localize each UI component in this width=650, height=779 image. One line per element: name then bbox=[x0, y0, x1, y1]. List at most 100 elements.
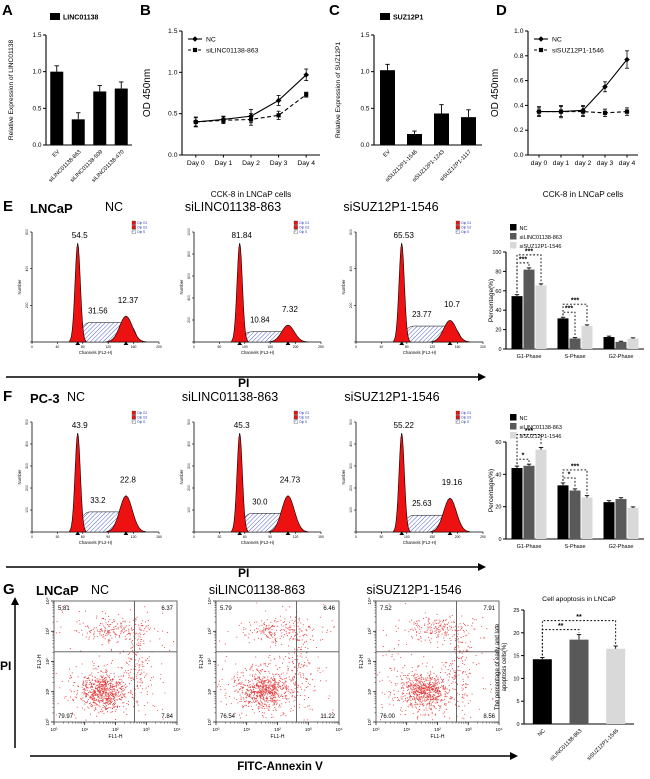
svg-text:1.0: 1.0 bbox=[360, 69, 369, 76]
svg-text:Percentage(%): Percentage(%) bbox=[488, 469, 495, 512]
svg-text:*: * bbox=[568, 471, 571, 478]
svg-text:1.5: 1.5 bbox=[360, 32, 369, 39]
svg-text:30: 30 bbox=[56, 535, 60, 539]
svg-text:0.6: 0.6 bbox=[514, 78, 524, 85]
svg-text:Dip S: Dip S bbox=[137, 420, 145, 424]
svg-text:45.3: 45.3 bbox=[234, 421, 250, 430]
svg-text:10⁰: 10⁰ bbox=[45, 718, 50, 725]
svg-text:Channels (FL2-H): Channels (FL2-H) bbox=[79, 350, 113, 355]
svg-text:250: 250 bbox=[318, 345, 324, 349]
svg-text:Dip G1: Dip G1 bbox=[461, 221, 471, 225]
svg-text:0: 0 bbox=[31, 345, 33, 349]
svg-text:10⁴: 10⁴ bbox=[173, 727, 180, 732]
svg-text:Dip S: Dip S bbox=[299, 230, 307, 234]
svg-text:day 1: day 1 bbox=[553, 160, 570, 167]
svg-text:400: 400 bbox=[187, 295, 191, 301]
svg-text:23.77: 23.77 bbox=[412, 310, 432, 319]
svg-text:10¹: 10¹ bbox=[45, 688, 50, 695]
svg-text:120: 120 bbox=[293, 535, 299, 539]
svg-text:31.56: 31.56 bbox=[88, 307, 108, 316]
svg-text:G2-Phase: G2-Phase bbox=[609, 354, 634, 360]
svg-text:***: *** bbox=[519, 256, 527, 263]
svg-text:10⁰: 10⁰ bbox=[207, 718, 212, 725]
svg-text:0: 0 bbox=[498, 347, 501, 353]
svg-text:100: 100 bbox=[242, 345, 248, 349]
svg-text:Channels (FL2-H): Channels (FL2-H) bbox=[403, 350, 437, 355]
svg-text:***: *** bbox=[525, 428, 533, 435]
svg-text:EV: EV bbox=[52, 149, 62, 159]
svg-text:Day 3: Day 3 bbox=[270, 160, 288, 167]
svg-text:Cell apoptosis in LNCaP: Cell apoptosis in LNCaP bbox=[542, 596, 616, 603]
svg-text:Relative Expression of LINC011: Relative Expression of LINC01138 bbox=[8, 40, 15, 141]
svg-text:10²: 10² bbox=[112, 727, 119, 732]
svg-text:60: 60 bbox=[495, 440, 501, 446]
svg-text:10²: 10² bbox=[434, 727, 441, 732]
svg-text:Number: Number bbox=[341, 469, 346, 484]
svg-text:10⁰: 10⁰ bbox=[51, 727, 58, 732]
svg-text:40: 40 bbox=[56, 345, 60, 349]
svg-text:10²: 10² bbox=[274, 727, 281, 732]
panel-e-flow-histogram-nc: 200 400 600 0 40 80 120 160 200 Number Channels (F… bbox=[17, 220, 162, 355]
svg-text:siLINC01138-863: siLINC01138-863 bbox=[520, 425, 562, 431]
svg-text:8.56: 8.56 bbox=[483, 714, 495, 720]
svg-text:NC: NC bbox=[537, 728, 547, 738]
svg-text:7.84: 7.84 bbox=[161, 714, 173, 720]
svg-text:50: 50 bbox=[380, 535, 384, 539]
svg-text:Day 1: Day 1 bbox=[215, 160, 233, 167]
svg-text:NC: NC bbox=[206, 37, 216, 44]
svg-text:Dip G2: Dip G2 bbox=[299, 226, 309, 230]
svg-text:24.73: 24.73 bbox=[280, 476, 301, 485]
svg-text:Day 4: Day 4 bbox=[297, 160, 315, 167]
panel-e-flow-histogram-sisuz: 200 400 600 0 40 80 120 160 200 Number Channels (F… bbox=[341, 220, 486, 355]
svg-text:0.4: 0.4 bbox=[514, 102, 524, 109]
svg-text:CCK-8 in LNCaP cells: CCK-8 in LNCaP cells bbox=[211, 190, 291, 199]
panel-d-line-chart: 0.0 0.2 0.4 0.6 0.8 1.0 OD 450nm day 0 day 1 day … bbox=[490, 28, 638, 199]
panel-f-title-sisuz: siSUZ12P1-1546 bbox=[344, 390, 440, 404]
svg-text:30.0: 30.0 bbox=[252, 497, 268, 506]
svg-text:Channels (FL2-H): Channels (FL2-H) bbox=[241, 540, 275, 545]
svg-text:60: 60 bbox=[81, 535, 85, 539]
svg-text:600: 600 bbox=[349, 229, 353, 235]
svg-text:300: 300 bbox=[187, 463, 191, 469]
svg-text:***: *** bbox=[565, 306, 573, 313]
svg-text:500: 500 bbox=[349, 419, 353, 425]
svg-text:150: 150 bbox=[267, 345, 273, 349]
svg-text:Relative Expression of SUZ12P1: Relative Expression of SUZ12P1 bbox=[335, 42, 342, 138]
svg-text:1.0: 1.0 bbox=[168, 69, 178, 76]
svg-text:Dip G2: Dip G2 bbox=[461, 226, 471, 230]
svg-text:150: 150 bbox=[156, 535, 162, 539]
svg-text:siSUZ12P1-1546: siSUZ12P1-1546 bbox=[520, 434, 562, 440]
svg-text:day 0: day 0 bbox=[531, 160, 548, 167]
svg-text:80: 80 bbox=[81, 345, 85, 349]
panel-g-title-silinc: siLINC01138-863 bbox=[208, 583, 306, 597]
svg-text:10¹: 10¹ bbox=[367, 688, 372, 695]
panel-e-letter: E bbox=[3, 198, 14, 215]
svg-text:50: 50 bbox=[218, 345, 222, 349]
svg-text:33.2: 33.2 bbox=[90, 496, 105, 505]
svg-text:***: *** bbox=[571, 463, 579, 470]
svg-text:Number: Number bbox=[179, 469, 184, 484]
svg-text:120: 120 bbox=[131, 535, 137, 539]
svg-text:LINC01138: LINC01138 bbox=[63, 15, 99, 22]
svg-text:NC: NC bbox=[520, 416, 528, 422]
svg-text:NC: NC bbox=[552, 37, 562, 44]
svg-text:OD 450nm: OD 450nm bbox=[490, 69, 501, 117]
svg-text:0: 0 bbox=[498, 537, 501, 543]
panel-g-pi-axis-arrow bbox=[11, 597, 19, 748]
svg-text:Number: Number bbox=[17, 279, 22, 294]
svg-text:Number: Number bbox=[179, 279, 184, 294]
svg-text:200: 200 bbox=[187, 485, 191, 491]
svg-text:day 4: day 4 bbox=[619, 160, 636, 167]
svg-text:800: 800 bbox=[187, 251, 191, 257]
svg-text:siLINC01138-863: siLINC01138-863 bbox=[549, 728, 583, 762]
svg-text:0: 0 bbox=[193, 345, 195, 349]
svg-text:FL1-H: FL1-H bbox=[431, 734, 445, 740]
svg-text:54.5: 54.5 bbox=[72, 231, 88, 240]
svg-text:300: 300 bbox=[349, 463, 353, 469]
svg-text:NC: NC bbox=[520, 226, 528, 232]
panel-f-title-silinc: siLINC01138-863 bbox=[181, 390, 279, 404]
svg-text:40: 40 bbox=[495, 472, 501, 478]
svg-text:10⁴: 10⁴ bbox=[45, 597, 50, 604]
svg-text:***: *** bbox=[525, 248, 533, 255]
